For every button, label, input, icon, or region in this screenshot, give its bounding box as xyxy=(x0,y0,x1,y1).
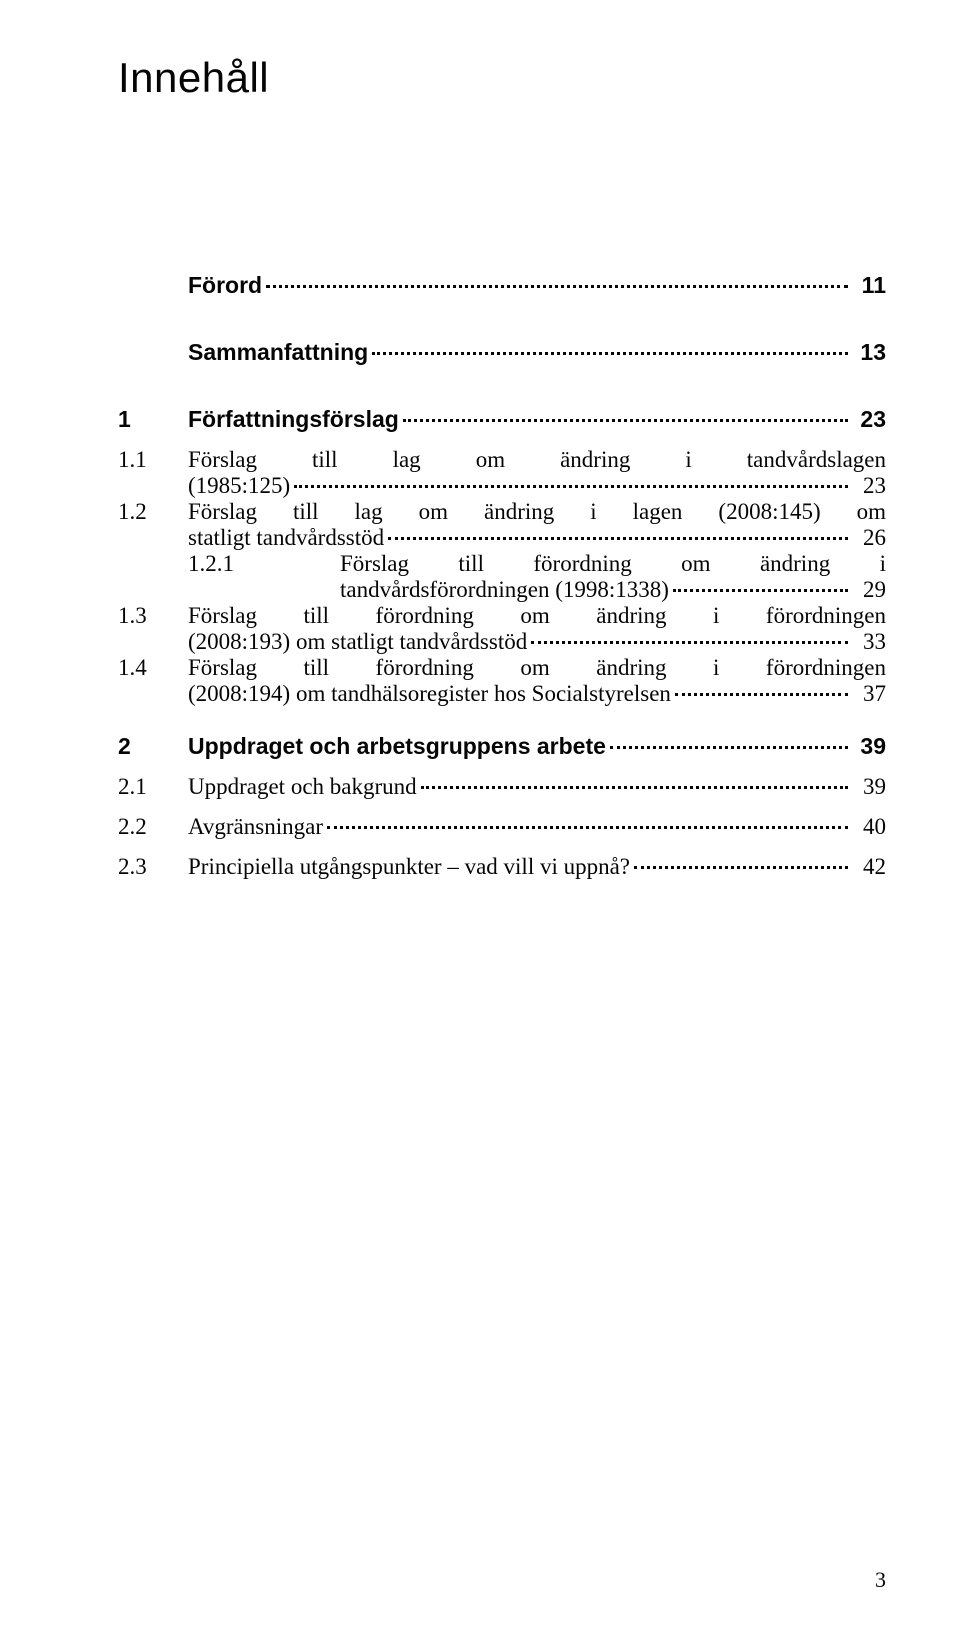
toc-leader xyxy=(327,826,848,829)
toc-num: 2.1 xyxy=(118,774,188,800)
toc-leader xyxy=(634,866,848,869)
toc-page: 40 xyxy=(852,814,886,840)
toc-page: 39 xyxy=(852,774,886,800)
toc-num: 1.3 xyxy=(118,603,188,629)
toc-leader xyxy=(421,786,848,789)
toc-page: 39 xyxy=(852,733,886,760)
toc-num: 2.2 xyxy=(118,814,188,840)
toc-title-line2: (2008:194) om tandhälsoregister hos Soci… xyxy=(188,681,671,707)
toc-leader xyxy=(294,485,848,488)
toc-entry-2: 2 Uppdraget och arbetsgruppens arbete 39 xyxy=(118,733,886,760)
toc-title-line1: Förslag till förordning om ändring i för… xyxy=(188,603,886,629)
toc-leader xyxy=(675,693,848,696)
toc-title: Avgränsningar xyxy=(188,814,323,840)
toc-title-line1: Förslag till förordning om ändring i xyxy=(340,551,886,577)
toc-leader xyxy=(531,641,848,644)
toc-title: Uppdraget och arbetsgruppens arbete xyxy=(188,733,606,760)
toc-num: 2 xyxy=(118,733,188,760)
toc-title-line2: statligt tandvårdsstöd xyxy=(188,525,384,551)
toc-entry-2-3: 2.3 Principiella utgångspunkter – vad vi… xyxy=(118,854,886,880)
toc-entry-1-2: 1.2 Förslag till lag om ändring i lagen … xyxy=(118,499,886,551)
toc-leader xyxy=(403,419,848,422)
toc-title: Förord xyxy=(188,272,262,299)
toc-num: 1.2.1 xyxy=(118,551,340,577)
toc-entry-1-2-1: 1.2.1 Förslag till förordning om ändring… xyxy=(118,551,886,603)
toc-num: 1 xyxy=(118,406,188,433)
toc-title: Sammanfattning xyxy=(188,339,368,366)
toc-page: 37 xyxy=(852,681,886,707)
page-title: Innehåll xyxy=(118,54,886,102)
toc-entry-1-1: 1.1 Förslag till lag om ändring i tandvå… xyxy=(118,447,886,499)
toc-page: 26 xyxy=(852,525,886,551)
toc-title-line2: (2008:193) om statligt tandvårdsstöd xyxy=(188,629,527,655)
toc-num: 1.1 xyxy=(118,447,188,473)
toc-page: 23 xyxy=(852,473,886,499)
toc-title-line1: Förslag till lag om ändring i tandvårdsl… xyxy=(188,447,886,473)
toc-title-line2: tandvårdsförordningen (1998:1338) xyxy=(340,577,669,603)
toc-page: 13 xyxy=(852,339,886,366)
toc-leader xyxy=(372,352,848,355)
toc-title: Uppdraget och bakgrund xyxy=(188,774,417,800)
toc-leader xyxy=(610,746,848,749)
toc-entry-1-3: 1.3 Förslag till förordning om ändring i… xyxy=(118,603,886,655)
toc-num: 1.2 xyxy=(118,499,188,525)
toc-entry-1: 1 Författningsförslag 23 xyxy=(118,406,886,433)
toc-entry-2-1: 2.1 Uppdraget och bakgrund 39 xyxy=(118,774,886,800)
toc-title: Författningsförslag xyxy=(188,406,399,433)
toc-title-line1: Förslag till lag om ändring i lagen (200… xyxy=(188,499,886,525)
toc-entry-sammanfattning: Sammanfattning 13 xyxy=(118,339,886,366)
toc-page: 33 xyxy=(852,629,886,655)
toc-title-line2: (1985:125) xyxy=(188,473,290,499)
toc-title-line1: Förslag till förordning om ändring i för… xyxy=(188,655,886,681)
toc-leader xyxy=(673,589,848,592)
toc-leader xyxy=(266,285,848,288)
toc-entry-2-2: 2.2 Avgränsningar 40 xyxy=(118,814,886,840)
page: Innehåll Förord 11 Sammanfattning 13 1 F… xyxy=(0,0,960,1639)
toc-entry-forord: Förord 11 xyxy=(118,272,886,299)
toc-title: Principiella utgångspunkter – vad vill v… xyxy=(188,854,630,880)
toc-page: 42 xyxy=(852,854,886,880)
toc-num: 2.3 xyxy=(118,854,188,880)
toc-page: 23 xyxy=(852,406,886,433)
toc-leader xyxy=(388,537,848,540)
toc-entry-1-4: 1.4 Förslag till förordning om ändring i… xyxy=(118,655,886,707)
toc-page: 29 xyxy=(852,577,886,603)
footer-page-number: 3 xyxy=(875,1567,886,1593)
toc-page: 11 xyxy=(852,272,886,299)
toc-num: 1.4 xyxy=(118,655,188,681)
